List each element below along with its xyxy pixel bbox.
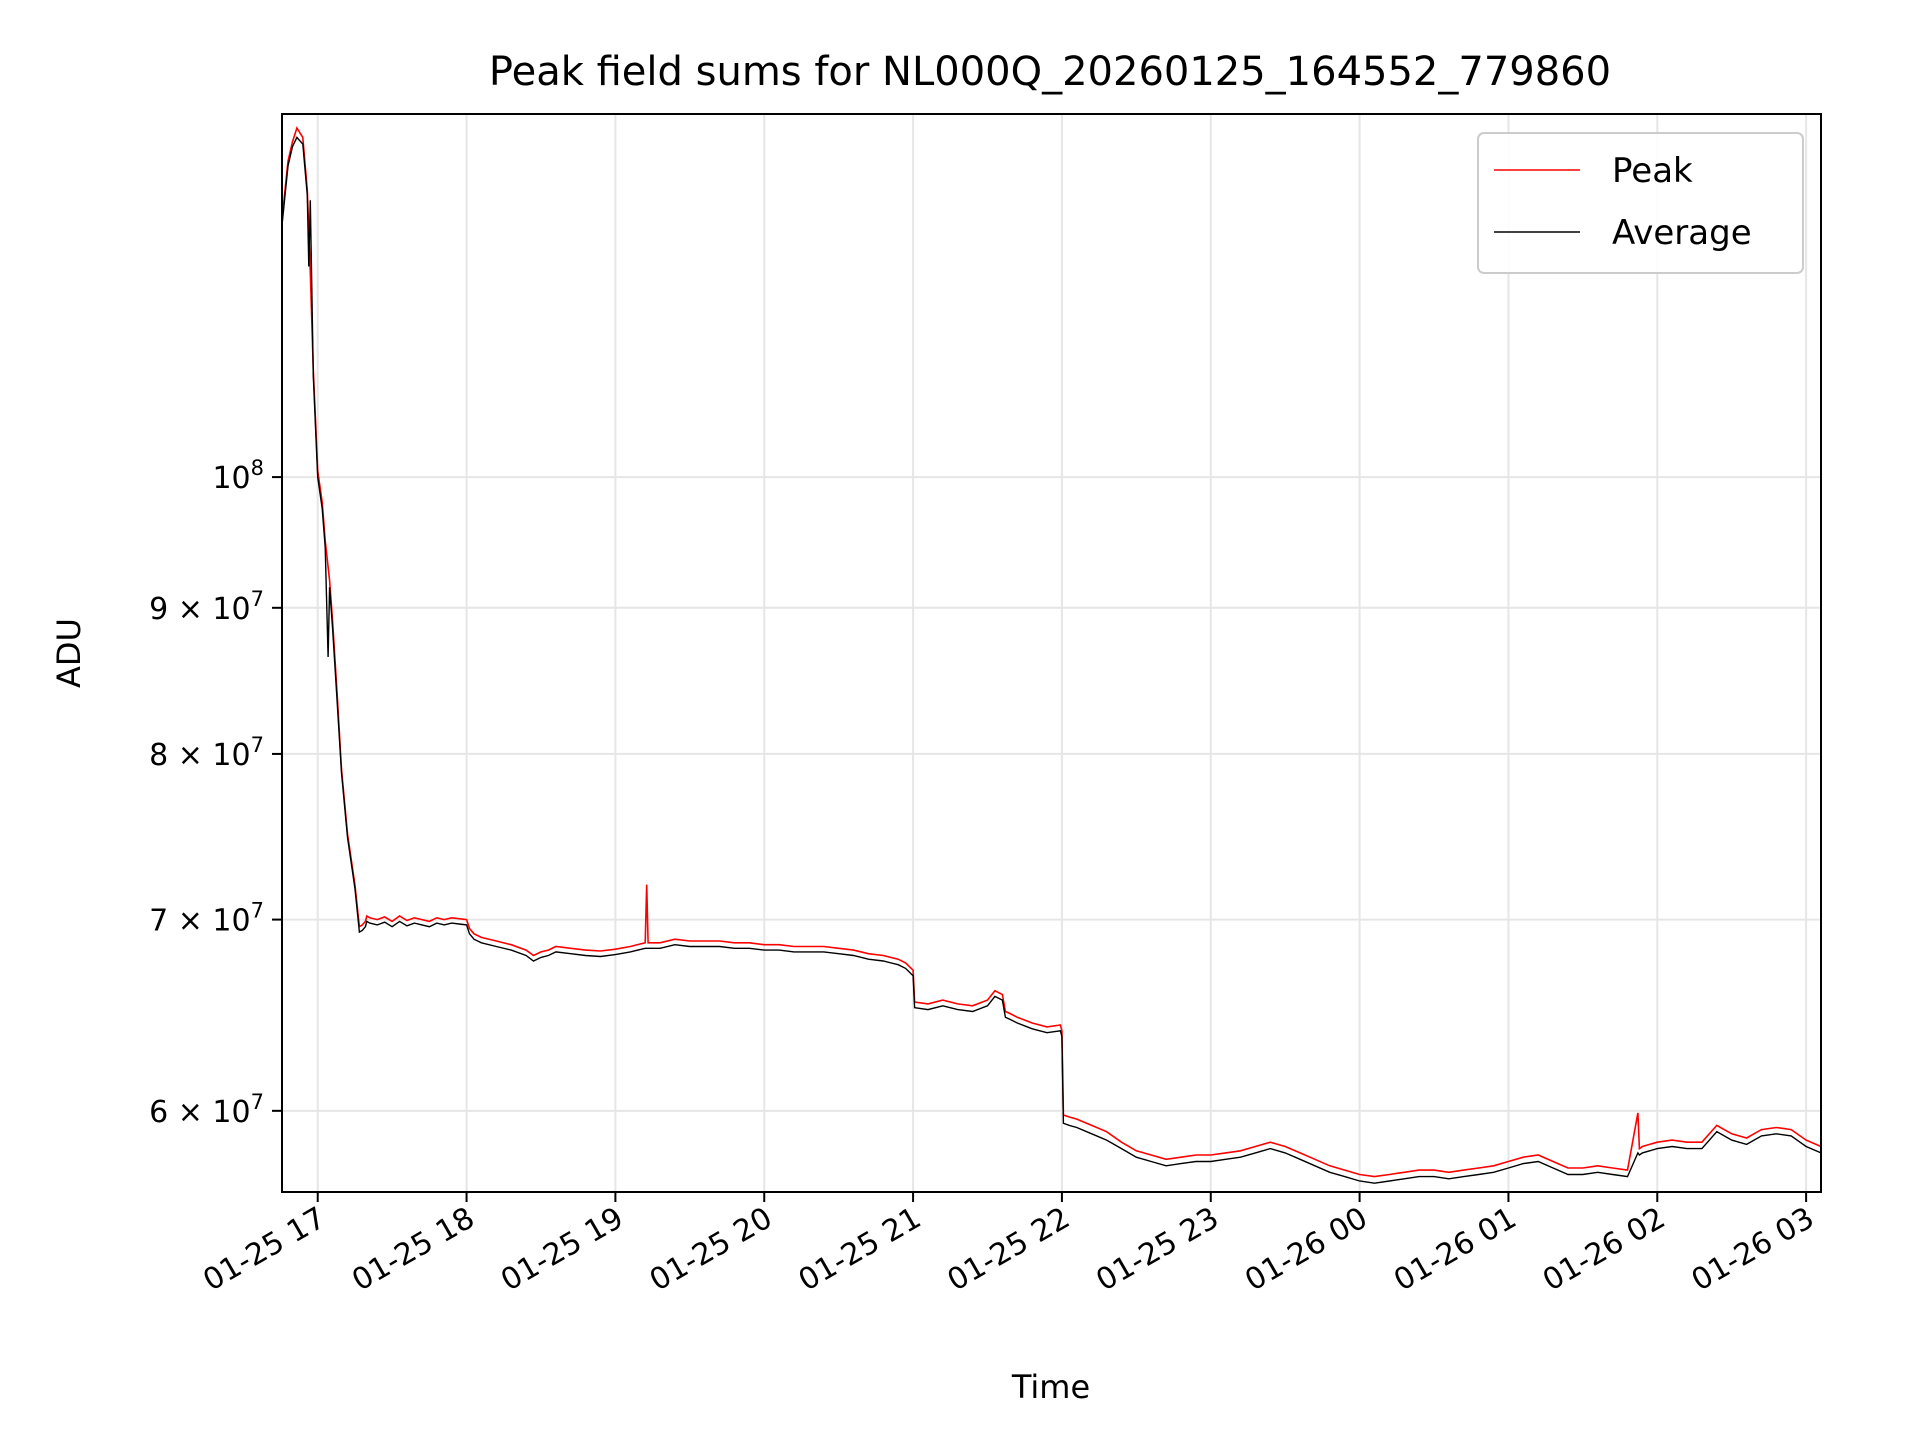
- series-line-average: [281, 136, 1822, 1184]
- grid-lines: [282, 114, 1821, 1192]
- y-tick-label: 108: [212, 456, 264, 496]
- x-axis-title: Time: [1011, 1368, 1090, 1406]
- plot-area-frame: [281, 113, 1822, 1193]
- y-tick-label: 9 × 107: [149, 587, 264, 627]
- y-tick-label: 7 × 107: [149, 899, 264, 939]
- legend: Peak Average: [1477, 132, 1804, 274]
- y-tick-label: 6 × 107: [149, 1090, 264, 1130]
- y-axis-title: ADU: [50, 618, 88, 688]
- y-axis-ticks: 108 9 × 107 8 × 107 7 × 107 6 × 107: [149, 456, 282, 1130]
- legend-label-average: Average: [1612, 213, 1752, 253]
- legend-box: [1477, 132, 1804, 274]
- series-line-peak: [281, 126, 1822, 1178]
- y-tick-label: 8 × 107: [149, 733, 264, 773]
- series-lines: [281, 126, 1822, 1184]
- legend-label-peak: Peak: [1612, 151, 1693, 191]
- chart-title: Peak field sums for NL000Q_20260125_1645…: [489, 49, 1611, 95]
